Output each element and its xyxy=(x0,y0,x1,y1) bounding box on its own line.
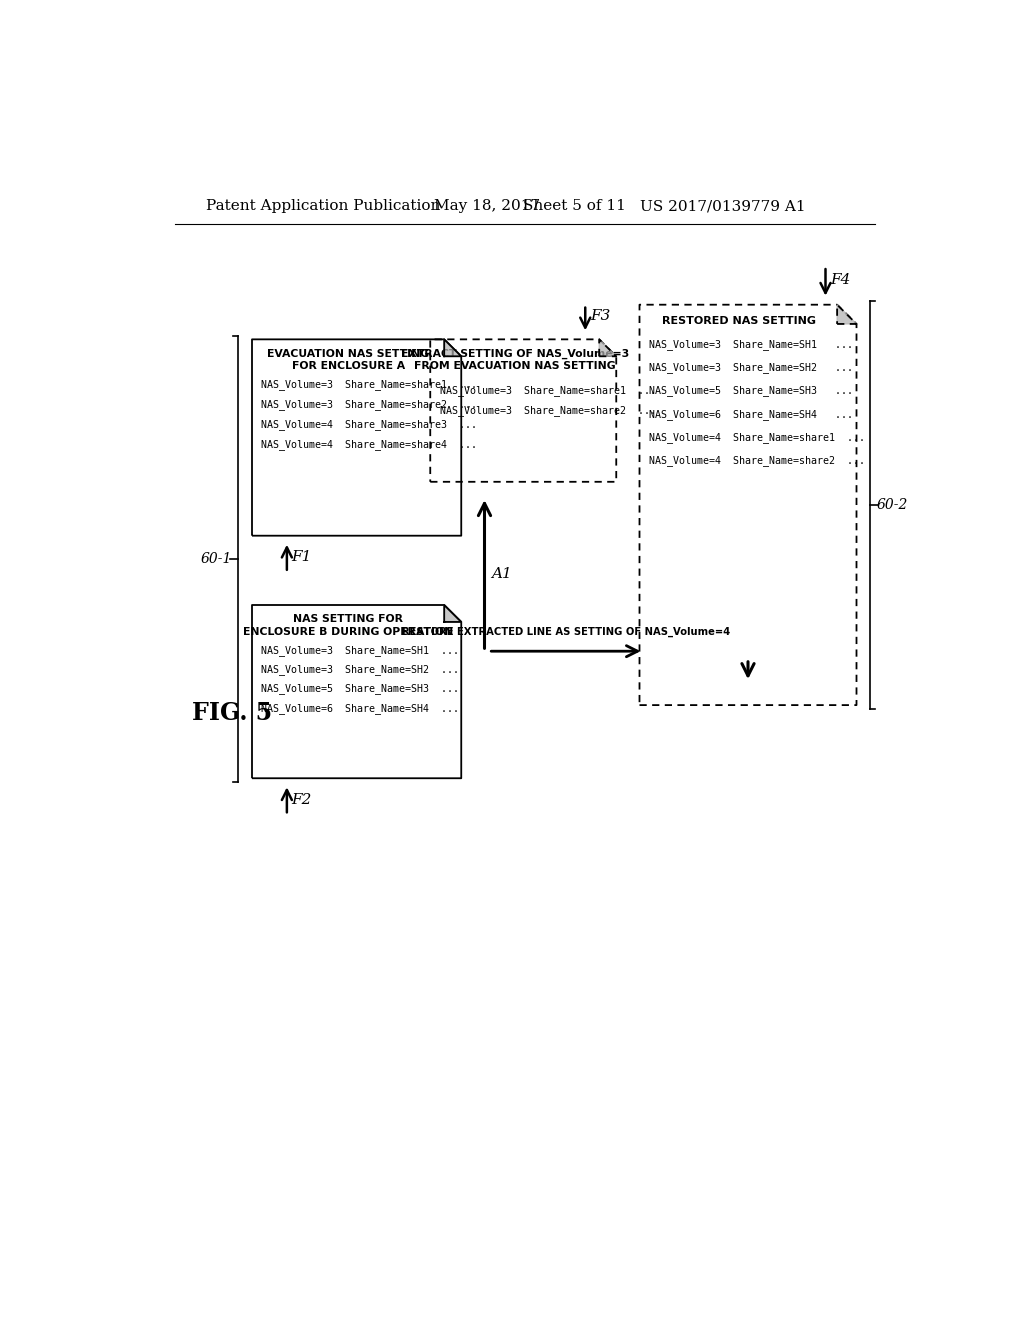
Text: May 18, 2017: May 18, 2017 xyxy=(434,199,541,213)
Text: F4: F4 xyxy=(830,273,851,286)
Text: A1: A1 xyxy=(490,568,511,581)
Text: NAS_Volume=4  Share_Name=share3  ...: NAS_Volume=4 Share_Name=share3 ... xyxy=(261,420,477,430)
Text: NAS_Volume=3  Share_Name=share2  ...: NAS_Volume=3 Share_Name=share2 ... xyxy=(439,405,655,417)
Text: NAS SETTING FOR: NAS SETTING FOR xyxy=(293,614,403,624)
Polygon shape xyxy=(599,339,616,356)
Text: NAS_Volume=3  Share_Name=SH1   ...: NAS_Volume=3 Share_Name=SH1 ... xyxy=(649,339,853,350)
Text: RESTORE EXTRACTED LINE AS SETTING OF NAS_Volume=4: RESTORE EXTRACTED LINE AS SETTING OF NAS… xyxy=(401,627,730,638)
Text: NAS_Volume=3  Share_Name=SH2  ...: NAS_Volume=3 Share_Name=SH2 ... xyxy=(261,664,460,676)
Text: NAS_Volume=4  Share_Name=share4  ...: NAS_Volume=4 Share_Name=share4 ... xyxy=(261,440,477,450)
Text: EXTRACT SETTING OF NAS_Volume=3: EXTRACT SETTING OF NAS_Volume=3 xyxy=(400,348,629,359)
Polygon shape xyxy=(444,605,461,622)
Polygon shape xyxy=(444,339,461,356)
Text: NAS_Volume=3  Share_Name=share2  ...: NAS_Volume=3 Share_Name=share2 ... xyxy=(261,400,477,411)
Text: NAS_Volume=5  Share_Name=SH3   ...: NAS_Volume=5 Share_Name=SH3 ... xyxy=(649,385,853,396)
Text: Sheet 5 of 11: Sheet 5 of 11 xyxy=(523,199,626,213)
Text: NAS_Volume=3  Share_Name=share1  ...: NAS_Volume=3 Share_Name=share1 ... xyxy=(439,385,655,396)
Text: FROM EVACUATION NAS SETTING: FROM EVACUATION NAS SETTING xyxy=(414,360,615,371)
Text: NAS_Volume=6  Share_Name=SH4  ...: NAS_Volume=6 Share_Name=SH4 ... xyxy=(261,702,460,714)
Text: 60-2: 60-2 xyxy=(877,498,908,512)
Text: NAS_Volume=4  Share_Name=share1  ...: NAS_Volume=4 Share_Name=share1 ... xyxy=(649,432,865,442)
Text: US 2017/0139779 A1: US 2017/0139779 A1 xyxy=(640,199,805,213)
Text: EVACUATION NAS SETTING: EVACUATION NAS SETTING xyxy=(267,348,429,359)
Text: FIG. 5: FIG. 5 xyxy=(193,701,272,725)
Polygon shape xyxy=(838,305,856,323)
Text: NAS_Volume=3  Share_Name=SH2   ...: NAS_Volume=3 Share_Name=SH2 ... xyxy=(649,363,853,374)
Text: ENCLOSURE B DURING OPERATION: ENCLOSURE B DURING OPERATION xyxy=(243,627,454,636)
Text: NAS_Volume=3  Share_Name=SH1  ...: NAS_Volume=3 Share_Name=SH1 ... xyxy=(261,645,460,656)
Text: 60-1: 60-1 xyxy=(201,552,232,566)
Text: NAS_Volume=4  Share_Name=share2  ...: NAS_Volume=4 Share_Name=share2 ... xyxy=(649,455,865,466)
Text: RESTORED NAS SETTING: RESTORED NAS SETTING xyxy=(662,317,816,326)
Text: F2: F2 xyxy=(292,793,312,807)
Text: NAS_Volume=3  Share_Name=share1  ...: NAS_Volume=3 Share_Name=share1 ... xyxy=(261,379,477,391)
Text: F3: F3 xyxy=(590,309,610,323)
Text: Patent Application Publication: Patent Application Publication xyxy=(206,199,440,213)
Text: NAS_Volume=6  Share_Name=SH4   ...: NAS_Volume=6 Share_Name=SH4 ... xyxy=(649,409,853,420)
Text: NAS_Volume=5  Share_Name=SH3  ...: NAS_Volume=5 Share_Name=SH3 ... xyxy=(261,684,460,694)
Text: FOR ENCLOSURE A: FOR ENCLOSURE A xyxy=(292,360,404,371)
Text: F1: F1 xyxy=(292,550,312,564)
